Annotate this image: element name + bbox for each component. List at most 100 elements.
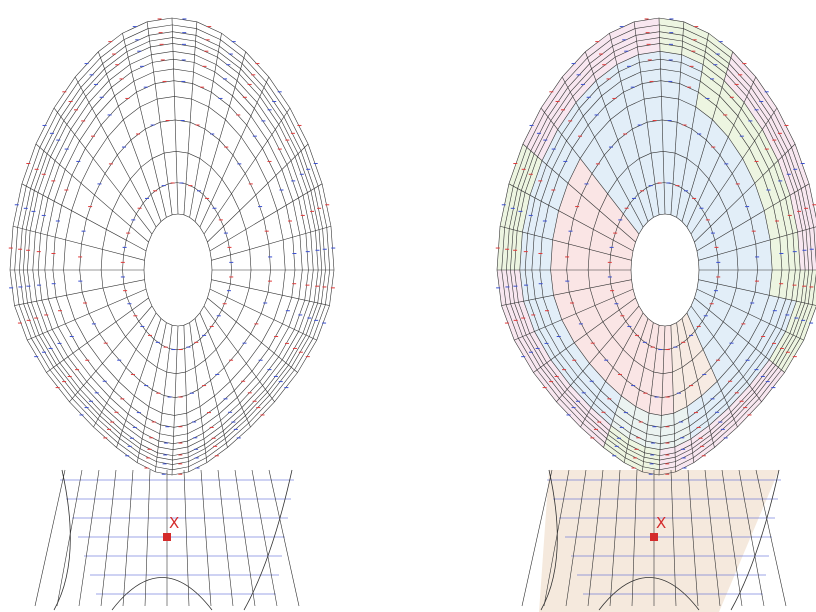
mesh-cell: [517, 192, 531, 233]
mesh-cell: [611, 420, 631, 439]
mesh-cell: [749, 359, 773, 390]
mesh-radial: [681, 51, 733, 222]
mesh-radial: [676, 322, 695, 463]
mesh-cell: [716, 95, 738, 126]
divertor-col: [631, 469, 638, 607]
mesh-radial: [642, 325, 660, 472]
mesh-cell: [794, 190, 807, 231]
mesh-cell: [621, 380, 640, 407]
mesh-cell: [698, 81, 720, 107]
mesh-radial: [698, 279, 816, 306]
mesh-cell: [557, 102, 580, 135]
mesh-cell: [550, 270, 570, 296]
mesh-ring: [27, 43, 319, 456]
mesh-radial: [211, 225, 332, 261]
mesh-cell: [572, 73, 596, 103]
mesh-cell: [797, 188, 810, 230]
divertor-col: [543, 469, 570, 607]
mesh-cell: [686, 128, 707, 168]
mesh-radial: [633, 21, 660, 215]
mesh-cell: [533, 369, 560, 402]
mesh-cell: [542, 129, 562, 165]
mesh-cell: [603, 443, 626, 463]
mesh-cell: [673, 389, 687, 414]
mesh-cell: [569, 288, 596, 314]
mesh-cell: [580, 423, 606, 448]
mesh-cell: [539, 270, 554, 298]
mesh-cell: [588, 106, 611, 138]
mesh-cell: [573, 194, 600, 230]
mesh-cell: [500, 183, 514, 228]
mesh-cell: [733, 395, 760, 424]
mesh-radial: [690, 305, 762, 402]
mesh-cell: [768, 116, 789, 154]
mesh-cell: [748, 319, 770, 349]
mesh-cell: [574, 333, 600, 364]
mesh-cell: [510, 303, 527, 337]
mesh-cell: [775, 298, 792, 330]
mesh-cell: [694, 289, 715, 310]
mesh-cell: [613, 226, 636, 251]
mesh-cell: [694, 226, 715, 251]
mesh-cell: [761, 295, 779, 324]
mesh-cell: [772, 333, 794, 366]
leg-boundary: [540, 469, 780, 611]
mesh-cell: [522, 335, 544, 368]
mesh-cell: [733, 342, 756, 372]
x-point-label: X: [656, 514, 666, 532]
mesh-cell: [681, 54, 704, 72]
mesh-radial: [207, 143, 309, 243]
mesh-cell: [572, 125, 595, 159]
mesh-cell: [662, 119, 678, 154]
divertor-col: [268, 469, 300, 607]
mesh-cell: [781, 300, 797, 332]
mesh-cell: [735, 398, 762, 428]
mesh-radial: [580, 312, 644, 428]
mesh-ring: [63, 96, 286, 416]
mesh-cell: [584, 415, 608, 439]
mesh-cell: [742, 183, 765, 219]
mesh-cell: [659, 37, 683, 47]
mesh-cell: [701, 64, 725, 88]
mesh-cell: [770, 237, 782, 270]
mesh-cell: [764, 205, 780, 240]
mesh-cell: [513, 190, 526, 231]
mesh-cell: [673, 406, 689, 425]
mesh-radial: [658, 325, 666, 476]
mesh-cell: [659, 24, 684, 36]
mesh-cell: [712, 419, 736, 444]
mesh-radial: [522, 143, 636, 243]
mesh-cell: [728, 125, 750, 159]
mesh-cell: [585, 33, 612, 58]
mesh-cell: [540, 365, 565, 396]
mesh-cell: [790, 192, 803, 233]
mesh-cell: [600, 381, 622, 407]
mesh-radial: [14, 279, 145, 306]
mesh-cell: [497, 270, 507, 306]
mesh-cell: [573, 376, 597, 404]
mesh-cell: [703, 57, 727, 81]
mesh-cell: [701, 381, 722, 407]
mesh-cell: [632, 122, 652, 159]
mesh-ring: [23, 37, 323, 461]
mesh-radial: [501, 279, 632, 306]
mesh-cell: [617, 167, 638, 204]
mesh-cell: [552, 140, 573, 176]
mesh-cell: [706, 397, 727, 421]
mesh-cell: [796, 270, 806, 303]
mesh-cell: [730, 389, 755, 416]
mesh-ring: [630, 213, 700, 327]
mesh-radial: [603, 318, 649, 448]
mesh-cell: [542, 205, 559, 240]
mesh-cell: [521, 153, 538, 193]
mesh-cell: [518, 336, 541, 370]
mesh-cell: [610, 279, 634, 298]
mesh-cell: [550, 91, 573, 125]
mesh-cell: [750, 82, 774, 117]
divertor-col: [100, 469, 117, 607]
mesh-cell: [778, 336, 801, 370]
mesh-cell: [587, 39, 613, 64]
x-point-label: X: [169, 514, 179, 532]
mesh-cell: [696, 279, 718, 298]
mesh-cell: [765, 120, 786, 157]
